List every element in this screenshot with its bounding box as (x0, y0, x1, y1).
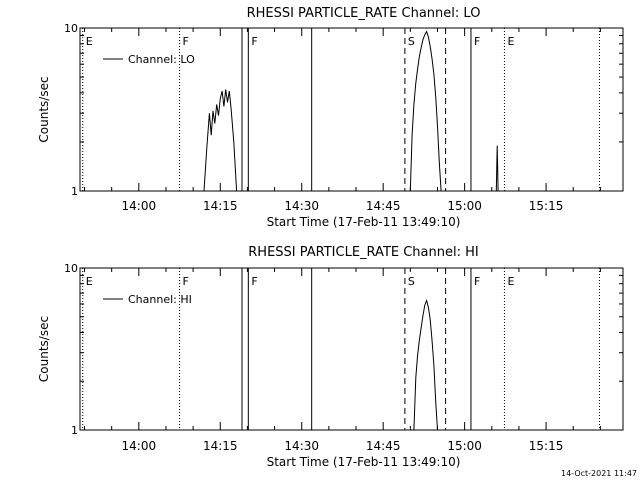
x-tick-label: 14:15 (203, 439, 238, 453)
x-tick-label: 14:30 (284, 199, 319, 213)
event-marker-label: F (474, 275, 480, 288)
event-marker-label: F (251, 35, 257, 48)
generated-timestamp: 14-Oct-2021 11:47 (561, 469, 637, 478)
event-marker-label: S (408, 35, 415, 48)
x-tick-label: 15:00 (447, 439, 482, 453)
x-tick-label: 14:15 (203, 199, 238, 213)
plot-frame (79, 267, 624, 431)
x-tick-label: 14:45 (366, 199, 401, 213)
x-axis-label: Start Time (17-Feb-11 13:49:10) (267, 215, 461, 229)
legend-label: Channel: HI (128, 293, 192, 306)
series-line (495, 145, 499, 192)
event-marker-label: F (183, 275, 189, 288)
panel-hi: RHESSI PARTICLE_RATE Channel: HI Counts/s… (37, 245, 624, 469)
x-tick-label: 15:15 (529, 199, 564, 213)
y-tick-label: 1 (71, 185, 78, 198)
x-tick-label: 14:30 (284, 439, 319, 453)
panel-lo: RHESSI PARTICLE_RATE Channel: LO Counts/s… (37, 6, 624, 229)
x-tick-label: 15:00 (447, 199, 482, 213)
y-tick-label: 10 (64, 22, 78, 35)
x-tick-label: 15:15 (529, 439, 564, 453)
x-tick-label: 14:45 (366, 439, 401, 453)
event-marker-label: E (507, 275, 514, 288)
legend-label: Channel: LO (128, 53, 195, 66)
y-tick-label: 10 (64, 262, 78, 275)
x-tick-label: 14:00 (122, 439, 157, 453)
event-marker-label: F (474, 35, 480, 48)
chart-title: RHESSI PARTICLE_RATE Channel: HI (248, 245, 478, 260)
x-axis-label: Start Time (17-Feb-11 13:49:10) (267, 455, 461, 469)
event-marker-label: F (251, 275, 257, 288)
event-marker-label: E (86, 35, 93, 48)
y-axis-label: Counts/sec (37, 316, 51, 382)
series-line (413, 298, 438, 431)
series-line (409, 30, 442, 192)
y-tick-label: 1 (71, 424, 78, 437)
series-line (203, 89, 238, 192)
event-marker-label: E (86, 275, 93, 288)
y-axis-label: Counts/sec (37, 76, 51, 142)
event-marker-label: S (408, 275, 415, 288)
plot-frame (79, 27, 624, 192)
chart-title: RHESSI PARTICLE_RATE Channel: LO (247, 6, 481, 21)
event-marker-label: F (183, 35, 189, 48)
event-marker-label: E (507, 35, 514, 48)
x-tick-label: 14:00 (122, 199, 157, 213)
